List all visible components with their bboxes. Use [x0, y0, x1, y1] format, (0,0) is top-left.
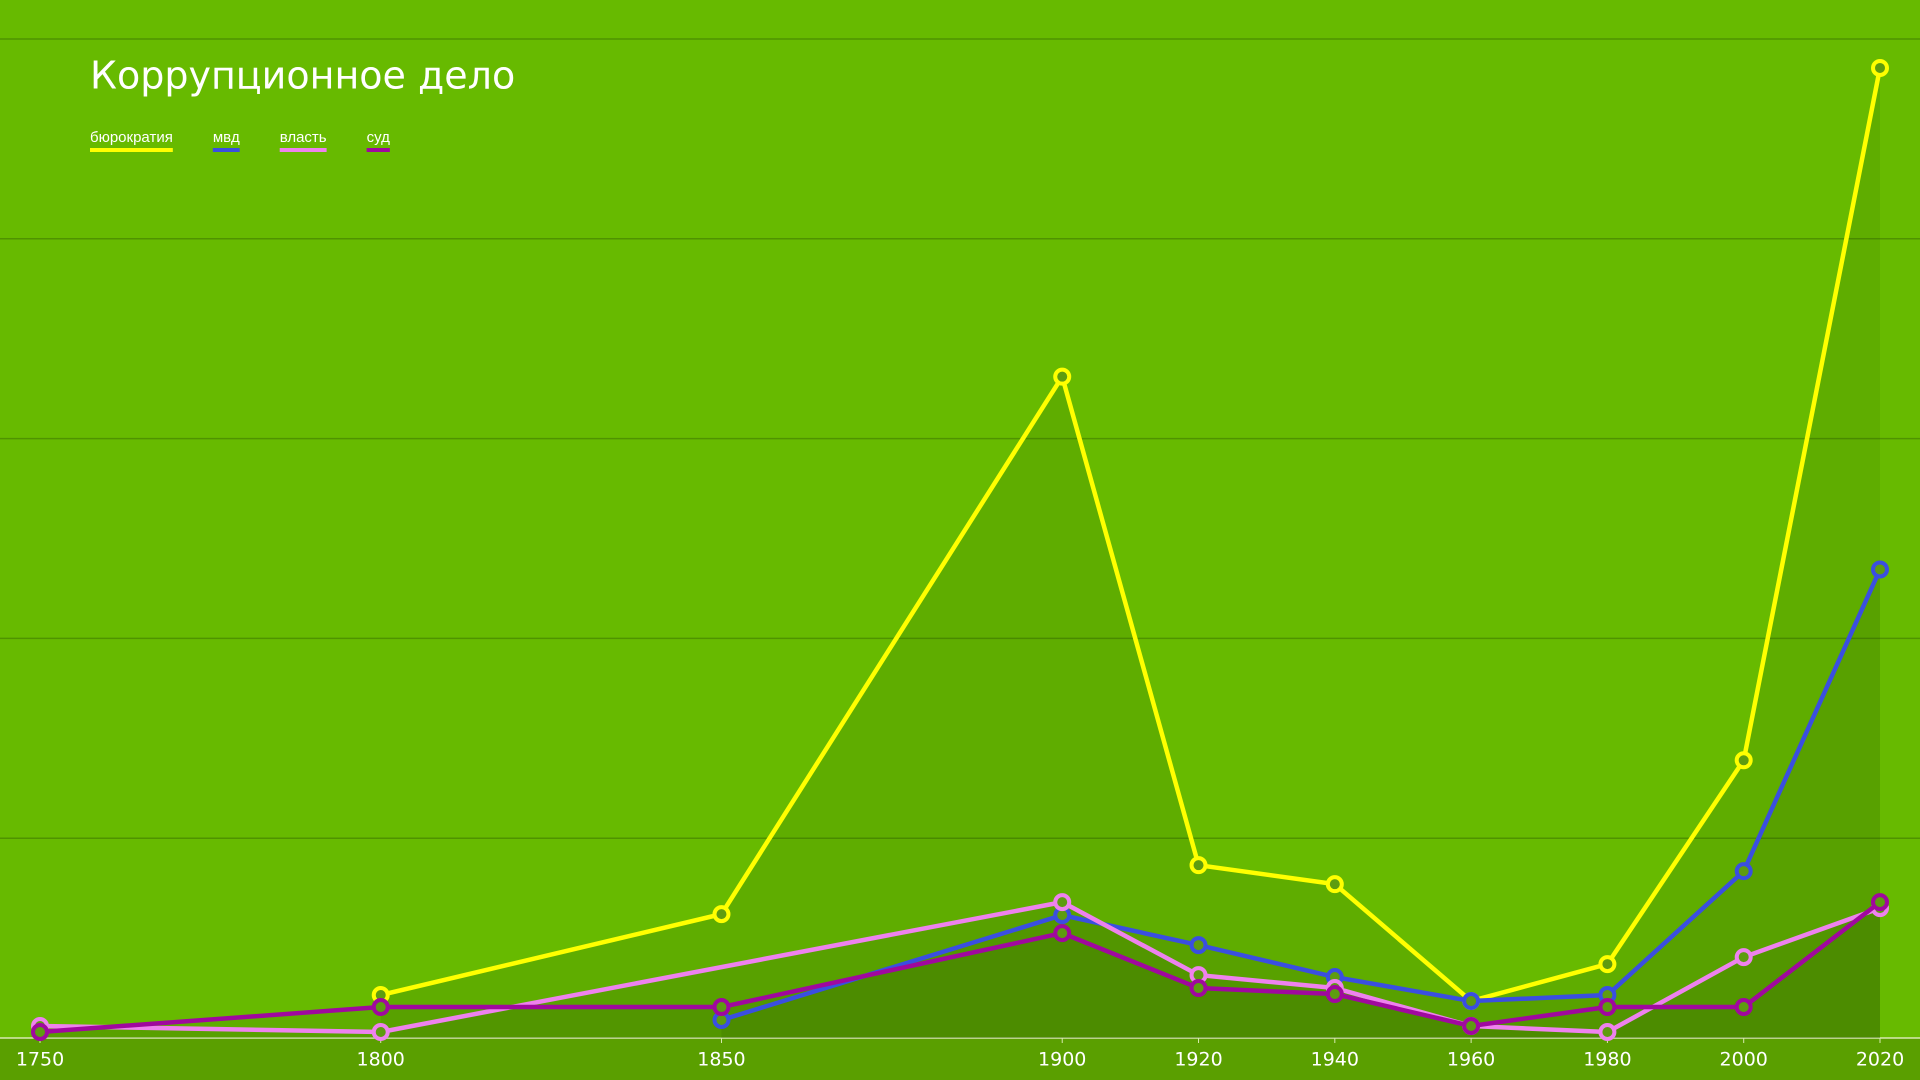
series-area — [40, 902, 1880, 1038]
point — [1734, 751, 1753, 770]
legend-swatch — [90, 148, 173, 152]
x-tick-label: 1960 — [1447, 1049, 1495, 1071]
point — [1462, 1017, 1481, 1036]
x-tick-label: 1920 — [1174, 1049, 1222, 1071]
point — [1734, 948, 1753, 967]
chart-title: Коррупционное дело — [90, 54, 515, 98]
x-tick-label: 1850 — [697, 1049, 745, 1071]
axis-strip — [0, 1038, 1920, 1080]
plot: 1750 1800 1850 1900 1920 1940 1960 1980 2000 2020 — [0, 38, 1920, 1071]
x-tick-label: 1750 — [16, 1049, 64, 1071]
point — [1053, 924, 1072, 943]
x-tick-label: 1800 — [357, 1049, 405, 1071]
legend-label: бюрократия — [90, 129, 173, 146]
legend-label: мвд — [213, 129, 240, 146]
point — [1053, 367, 1072, 386]
point — [1871, 560, 1889, 579]
legend-swatch — [212, 148, 240, 152]
point — [1189, 979, 1208, 998]
point — [1325, 985, 1344, 1004]
point — [1598, 1023, 1617, 1042]
point — [712, 905, 731, 924]
legend-label: власть — [280, 129, 327, 146]
point — [1734, 862, 1753, 881]
point — [1189, 856, 1208, 875]
point — [712, 998, 731, 1017]
series-line — [720, 568, 1883, 1023]
series-area — [40, 902, 1880, 1038]
legend-swatch — [279, 148, 327, 152]
point — [1871, 893, 1889, 912]
series-line — [39, 900, 1882, 1035]
legend-label: суд — [367, 129, 391, 146]
point — [31, 1023, 49, 1042]
legend-swatch — [366, 148, 390, 152]
point — [1598, 998, 1617, 1017]
point — [1734, 998, 1753, 1017]
series-area — [380, 67, 1881, 1038]
point — [1189, 936, 1208, 955]
series-lines — [31, 58, 1889, 1042]
point — [371, 1023, 390, 1042]
point — [1462, 992, 1481, 1011]
x-tick-label: 1900 — [1038, 1049, 1086, 1071]
x-tick-label: 1940 — [1311, 1049, 1359, 1071]
x-tick-label: 1980 — [1583, 1049, 1631, 1071]
point — [371, 998, 390, 1017]
point — [1598, 955, 1617, 974]
point — [1871, 58, 1889, 77]
point — [1325, 875, 1344, 894]
point — [1053, 893, 1072, 912]
x-tick-label: 2020 — [1856, 1049, 1904, 1071]
x-tick-label: 2000 — [1720, 1049, 1768, 1071]
